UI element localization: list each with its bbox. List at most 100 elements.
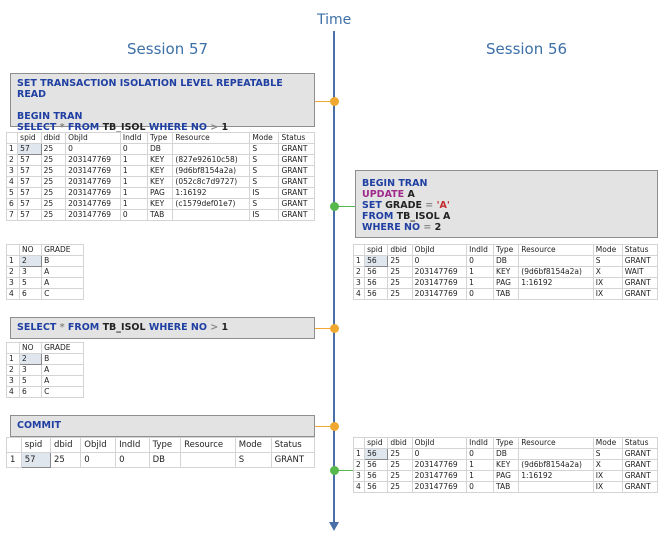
kw-where: WHERE [362, 222, 401, 233]
table-cell: 1 [466, 266, 495, 278]
column-header: Status [278, 132, 315, 144]
table-cell: 0 [466, 255, 495, 267]
column-header: Status [621, 244, 659, 256]
value-2: 2 [434, 222, 442, 233]
table-cell: 0 [466, 288, 495, 300]
table-cell: 1 [466, 470, 495, 482]
row-number: 1 [352, 448, 366, 460]
session57-query-2: SELECT * FROM TB_ISOL WHERE NO > 1 [10, 317, 315, 339]
table-cell: 25 [387, 255, 413, 267]
column-header: IndId [115, 437, 150, 453]
column-header: dbid [387, 244, 413, 256]
table-cell: 1 [119, 187, 148, 199]
table-cell: C [41, 386, 84, 398]
column-header: dbid [49, 437, 82, 453]
table-cell: 203147769 [411, 266, 468, 278]
table-cell: 1 [466, 277, 495, 289]
table-header-row: spid dbid ObjId IndId Type Resource Mode Status [352, 437, 659, 449]
table-cell: TAB [493, 481, 520, 493]
kw-where: WHERE [148, 122, 188, 133]
table-cell: 1 [119, 154, 148, 166]
row-number: 1 [352, 255, 366, 267]
table-cell: 0 [411, 448, 468, 460]
table-row: 3 56 25 203147769 1 PAG 1:16192 IX GRANT [352, 277, 659, 289]
table-cell: 0 [119, 143, 148, 155]
column-header: Type [493, 244, 520, 256]
column-header: GRADE [41, 244, 84, 256]
table-cell: KEY [493, 266, 520, 278]
table-cell: (c1579def01e7) [172, 198, 251, 210]
column-header: Mode [234, 437, 272, 453]
table-cell: 6 [19, 386, 43, 398]
table-cell: GRANT [621, 277, 659, 289]
table-row: 2 56 25 203147769 1 KEY (9d6bf8154a2a) X WAIT [352, 266, 659, 278]
row-number: 3 [352, 470, 366, 482]
table-cell: 203147769 [411, 481, 468, 493]
table-header-row: NO GRADE [5, 342, 84, 354]
query1-line-1: SET TRANSACTION ISOLATION LEVEL REPEATAB… [17, 78, 283, 100]
table-cell: 57 [17, 154, 42, 166]
table-cell: 25 [387, 277, 413, 289]
table-cell: IX [592, 481, 623, 493]
table-cell: 203147769 [65, 209, 121, 221]
table-header-row: spid dbid ObjId IndId Type Resource Mode Status [6, 437, 316, 453]
marker-q3 [330, 422, 339, 431]
session57-result-1: NO GRADE 1 2 B 2 3 A 3 5 A 4 6 C [5, 244, 84, 300]
time-label: Time [317, 12, 352, 28]
column-header: Resource [518, 437, 594, 449]
table-cell: 25 [387, 481, 413, 493]
kw-commit: COMMIT [17, 420, 61, 431]
table-name: TB_ISOL A [396, 211, 451, 222]
table-cell: TAB [146, 209, 174, 221]
table-header-row: NO GRADE [5, 244, 84, 256]
row-number: 3 [352, 277, 366, 289]
column-header: Status [621, 437, 659, 449]
table-cell: DB [146, 143, 174, 155]
session56-lock-table-1: spid dbid ObjId IndId Type Resource Mode Status… [352, 244, 659, 300]
table-cell [172, 209, 251, 221]
table-cell: 203147769 [65, 198, 121, 210]
connector-q2 [315, 328, 333, 329]
table-cell: DB [148, 452, 182, 468]
table-cell: DB [493, 448, 520, 460]
op-star: * [59, 122, 65, 133]
column-header: spid [20, 437, 51, 453]
column-header: Mode [592, 437, 623, 449]
table-cell: IS [249, 187, 280, 199]
kw-where: WHERE [148, 322, 188, 333]
kw-set: SET [362, 200, 382, 211]
connector-u2 [335, 470, 355, 471]
query1-line-2: BEGIN TRAN [17, 111, 83, 122]
table-cell: (9d6bf8154a2a) [518, 459, 594, 471]
column-header: Mode [249, 132, 280, 144]
query1-line-3: SELECT * FROM TB_ISOL WHERE NO > 1 [17, 122, 308, 133]
table-cell: 25 [387, 448, 413, 460]
row-number: 1 [5, 353, 21, 365]
column-header: Mode [592, 244, 623, 256]
column-header [5, 244, 21, 256]
column-header: IndId [466, 437, 495, 449]
table-cell: KEY [146, 165, 174, 177]
table-cell: (827e92610c58) [172, 154, 251, 166]
column-header: Type [146, 132, 174, 144]
table-cell: IX [592, 470, 623, 482]
table-cell [180, 452, 236, 468]
table-cell: C [41, 288, 84, 300]
table-cell: 25 [387, 288, 413, 300]
kw-from: FROM [67, 322, 100, 333]
col-no: NO [190, 322, 207, 333]
table-cell: GRANT [621, 459, 659, 471]
table-cell: A [41, 375, 84, 387]
table-cell: KEY [146, 176, 174, 188]
marker-q2 [330, 324, 339, 333]
row-number: 4 [5, 386, 21, 398]
column-header [352, 437, 366, 449]
connector-u1 [335, 206, 355, 207]
col-no: NO [190, 122, 207, 133]
col-grade: GRADE [385, 200, 422, 211]
